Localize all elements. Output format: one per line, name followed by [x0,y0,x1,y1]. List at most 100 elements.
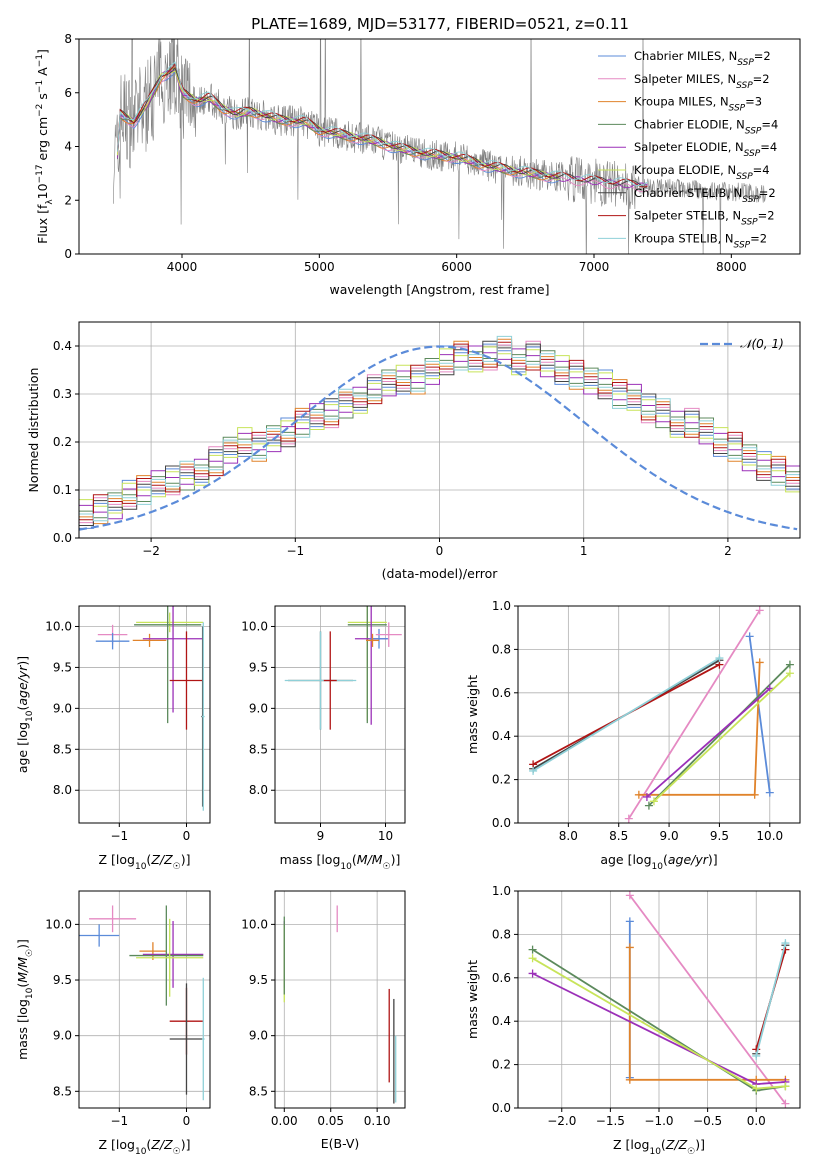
x-tick-label: −2.0 [547,1114,576,1128]
y-tick-label: 8.5 [53,742,72,756]
x-tick-label: 0.05 [317,1114,344,1128]
axes-frame [517,890,801,1109]
x-axis-label: mass [log10(M/M☉)] [280,852,401,872]
x-tick-label: 6000 [441,260,472,274]
y-tick-label: 9.0 [249,1029,268,1043]
axes-frame [78,605,211,824]
histogram-step [79,340,800,526]
histogram-step [79,335,800,522]
axes-frame [274,605,406,824]
y-tick-label: 0.2 [492,773,511,787]
x-tick-label: 4000 [167,260,198,274]
y-tick-label: 0.6 [492,971,511,985]
axes-age-vs-mass: 9 10 8.0 8.5 9.0 9.5 10.0 mass [log10(M/M☉)] [241,605,406,872]
x-axis-label: Z [log10(Z/Z☉)] [99,852,191,872]
x-tick-label: 10.0 [756,829,783,843]
spectrum-model-line [117,70,648,189]
weight-line [748,636,771,793]
weight-line [646,687,771,798]
y-tick-label: 0.4 [492,729,511,743]
y-tick-label: 8.0 [249,783,268,797]
legend-label: Salpeter STELIB, NSSP=2 [634,209,775,228]
weight-marker [750,790,759,799]
plot-area-mass-weight-vs-Z [528,891,790,1108]
y-tick-label: 9.5 [53,973,72,987]
x-tick-label: −2 [142,544,160,558]
y-tick-label: 0.2 [492,1058,511,1072]
y-tick-label: 0.0 [492,816,511,830]
weight-marker [529,766,538,775]
axes-residuals: −2 −1 0 1 2 0.0 0.1 0.2 0.3 0.4 𝒩(0, 1) (data-model… [26,321,801,581]
plot-area-age-vs-mass [284,606,402,730]
axes-frame [517,605,801,824]
y-tick-label: 9.0 [53,1029,72,1043]
y-tick-label: 0.1 [53,483,72,497]
histogram-step [79,340,800,524]
legend-label: Chabrier ELODIE, NSSP=4 [634,117,778,136]
x-tick-label: −1 [110,829,128,843]
weight-marker [781,939,790,948]
legend-label: 𝒩(0, 1) [740,337,784,351]
legend: Chabrier MILES, NSSP=2 Salpeter MILES, NS… [598,49,778,250]
weight-marker [649,797,658,806]
y-tick-label: 0.8 [492,642,511,656]
axes-frame [274,890,406,1109]
x-axis-label: wavelength [Angstrom, rest frame] [329,282,549,297]
legend-label: Chabrier STELIB, NSSP=2 [634,186,776,205]
y-tick-label: 8.5 [249,742,268,756]
weight-marker [755,658,764,667]
weight-marker [755,606,764,615]
y-tick-label: 0.4 [492,1014,511,1028]
weight-marker [625,917,634,926]
histogram-step [79,346,800,514]
y-axis-label: mass weight [465,675,480,754]
y-tick-label: 6 [64,86,72,100]
x-tick-label: 0 [183,1114,191,1128]
y-tick-label: 10.0 [241,619,268,633]
plot-area-mass-vs-ebv [283,905,397,1104]
y-tick-label: 8.5 [53,1084,72,1098]
x-axis-label: (data-model)/error [382,566,499,581]
weight-marker [642,792,651,801]
x-axis-label: Z [log10(Z/Z☉)] [99,1137,191,1157]
weight-line [628,947,786,1081]
x-tick-label: 9 [317,829,325,843]
x-tick-label: 0.00 [271,1114,298,1128]
spectrum-model-line [117,61,648,187]
x-tick-label: 7000 [579,260,610,274]
weight-marker [528,945,537,954]
legend-label: Chabrier MILES, NSSP=2 [634,49,771,68]
weight-marker [785,660,794,669]
y-tick-label: 1.0 [492,884,511,898]
y-tick-label: 8 [64,32,72,46]
y-tick-label: 8.0 [53,783,72,797]
axes-frame [78,38,801,255]
weight-line [628,609,761,820]
spectrum-model-line [117,63,648,188]
x-axis-label: Z [log10(Z/Z☉)] [613,1137,705,1157]
axes-age-vs-Z: −1 0 8.0 8.5 9.0 9.5 10.0 Z [log10(Z/Z☉)] age [l… [15,605,211,872]
y-tick-label: 0.2 [53,435,72,449]
weight-marker [528,969,537,978]
spectrum-model-line [117,70,560,181]
weight-marker [625,891,634,900]
spectrum-model-line [117,66,560,181]
axes-mass-vs-Z: −1 0 8.5 9.0 9.5 10.0 Z [log10(Z/Z☉)] mass [log… [15,890,211,1157]
y-tick-label: 9.0 [249,701,268,715]
y-tick-label: 10.0 [45,619,72,633]
weight-marker [781,1082,790,1091]
axes-frame [78,890,211,1109]
y-axis-label: Flux [fλ10−17 erg cm−2 s−1 A−1] [35,49,55,244]
x-tick-label: 10 [378,829,393,843]
legend-label: Salpeter ELODIE, NSSP=4 [634,140,777,159]
x-tick-label: −1.5 [596,1114,625,1128]
x-tick-label: −1 [286,544,304,558]
y-axis-label: mass [log10(M/M☉)] [15,939,35,1060]
legend-label: Kroupa ELODIE, NSSP=4 [634,163,770,182]
normal-curve [79,345,798,531]
weight-line [653,672,791,802]
weight-marker [745,632,754,641]
weight-marker [644,801,653,810]
x-tick-label: −1 [110,1114,128,1128]
weight-line [532,657,720,772]
